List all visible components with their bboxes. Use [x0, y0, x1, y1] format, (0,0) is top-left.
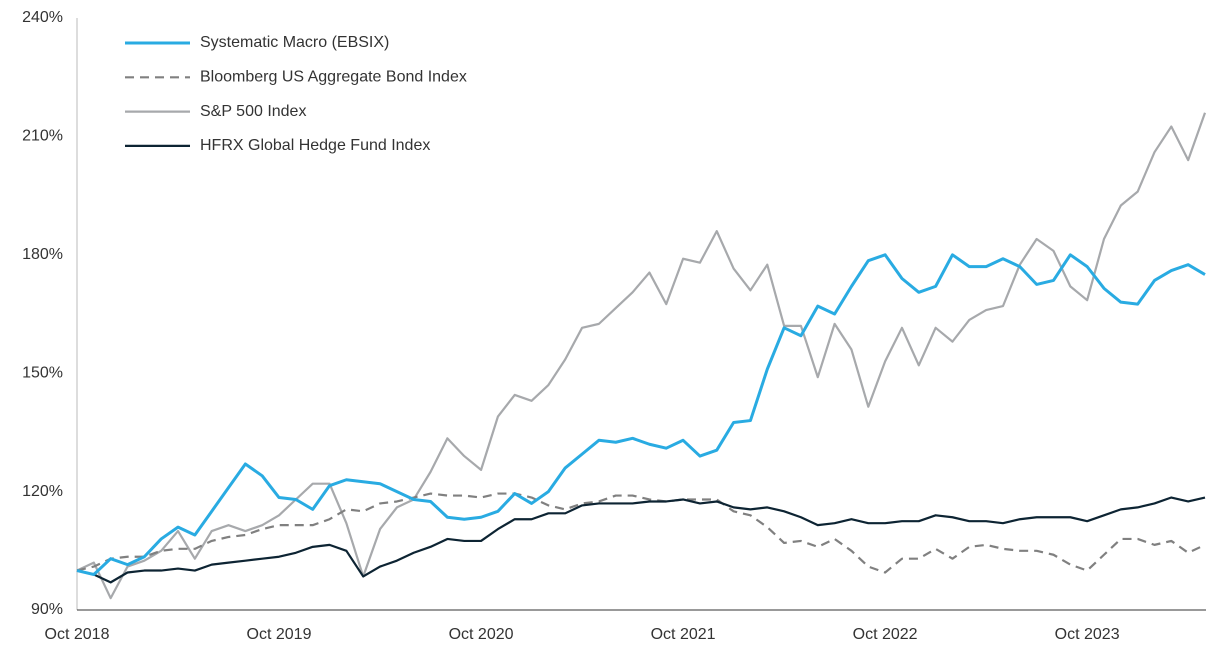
legend-label: Systematic Macro (EBSIX): [200, 34, 389, 51]
y-tick-label: 240%: [22, 9, 63, 26]
x-tick-label: Oct 2022: [853, 626, 918, 643]
x-tick-label: Oct 2019: [247, 626, 312, 643]
series-line: [76, 253, 1206, 576]
y-tick-label: 150%: [22, 364, 63, 381]
legend-label: HFRX Global Hedge Fund Index: [200, 137, 430, 154]
legend-label: Bloomberg US Aggregate Bond Index: [200, 69, 467, 86]
series-line: [76, 496, 1206, 584]
y-tick-label: 180%: [22, 246, 63, 263]
x-tick-label: Oct 2023: [1055, 626, 1120, 643]
series-line: [76, 112, 1206, 600]
y-tick-label: 120%: [22, 483, 63, 500]
legend-label: S&P 500 Index: [200, 103, 306, 120]
x-tick-label: Oct 2018: [45, 626, 110, 643]
x-tick-label: Oct 2021: [651, 626, 716, 643]
y-tick-label: 90%: [31, 601, 63, 618]
x-tick-label: Oct 2020: [449, 626, 514, 643]
y-tick-label: 210%: [22, 128, 63, 145]
